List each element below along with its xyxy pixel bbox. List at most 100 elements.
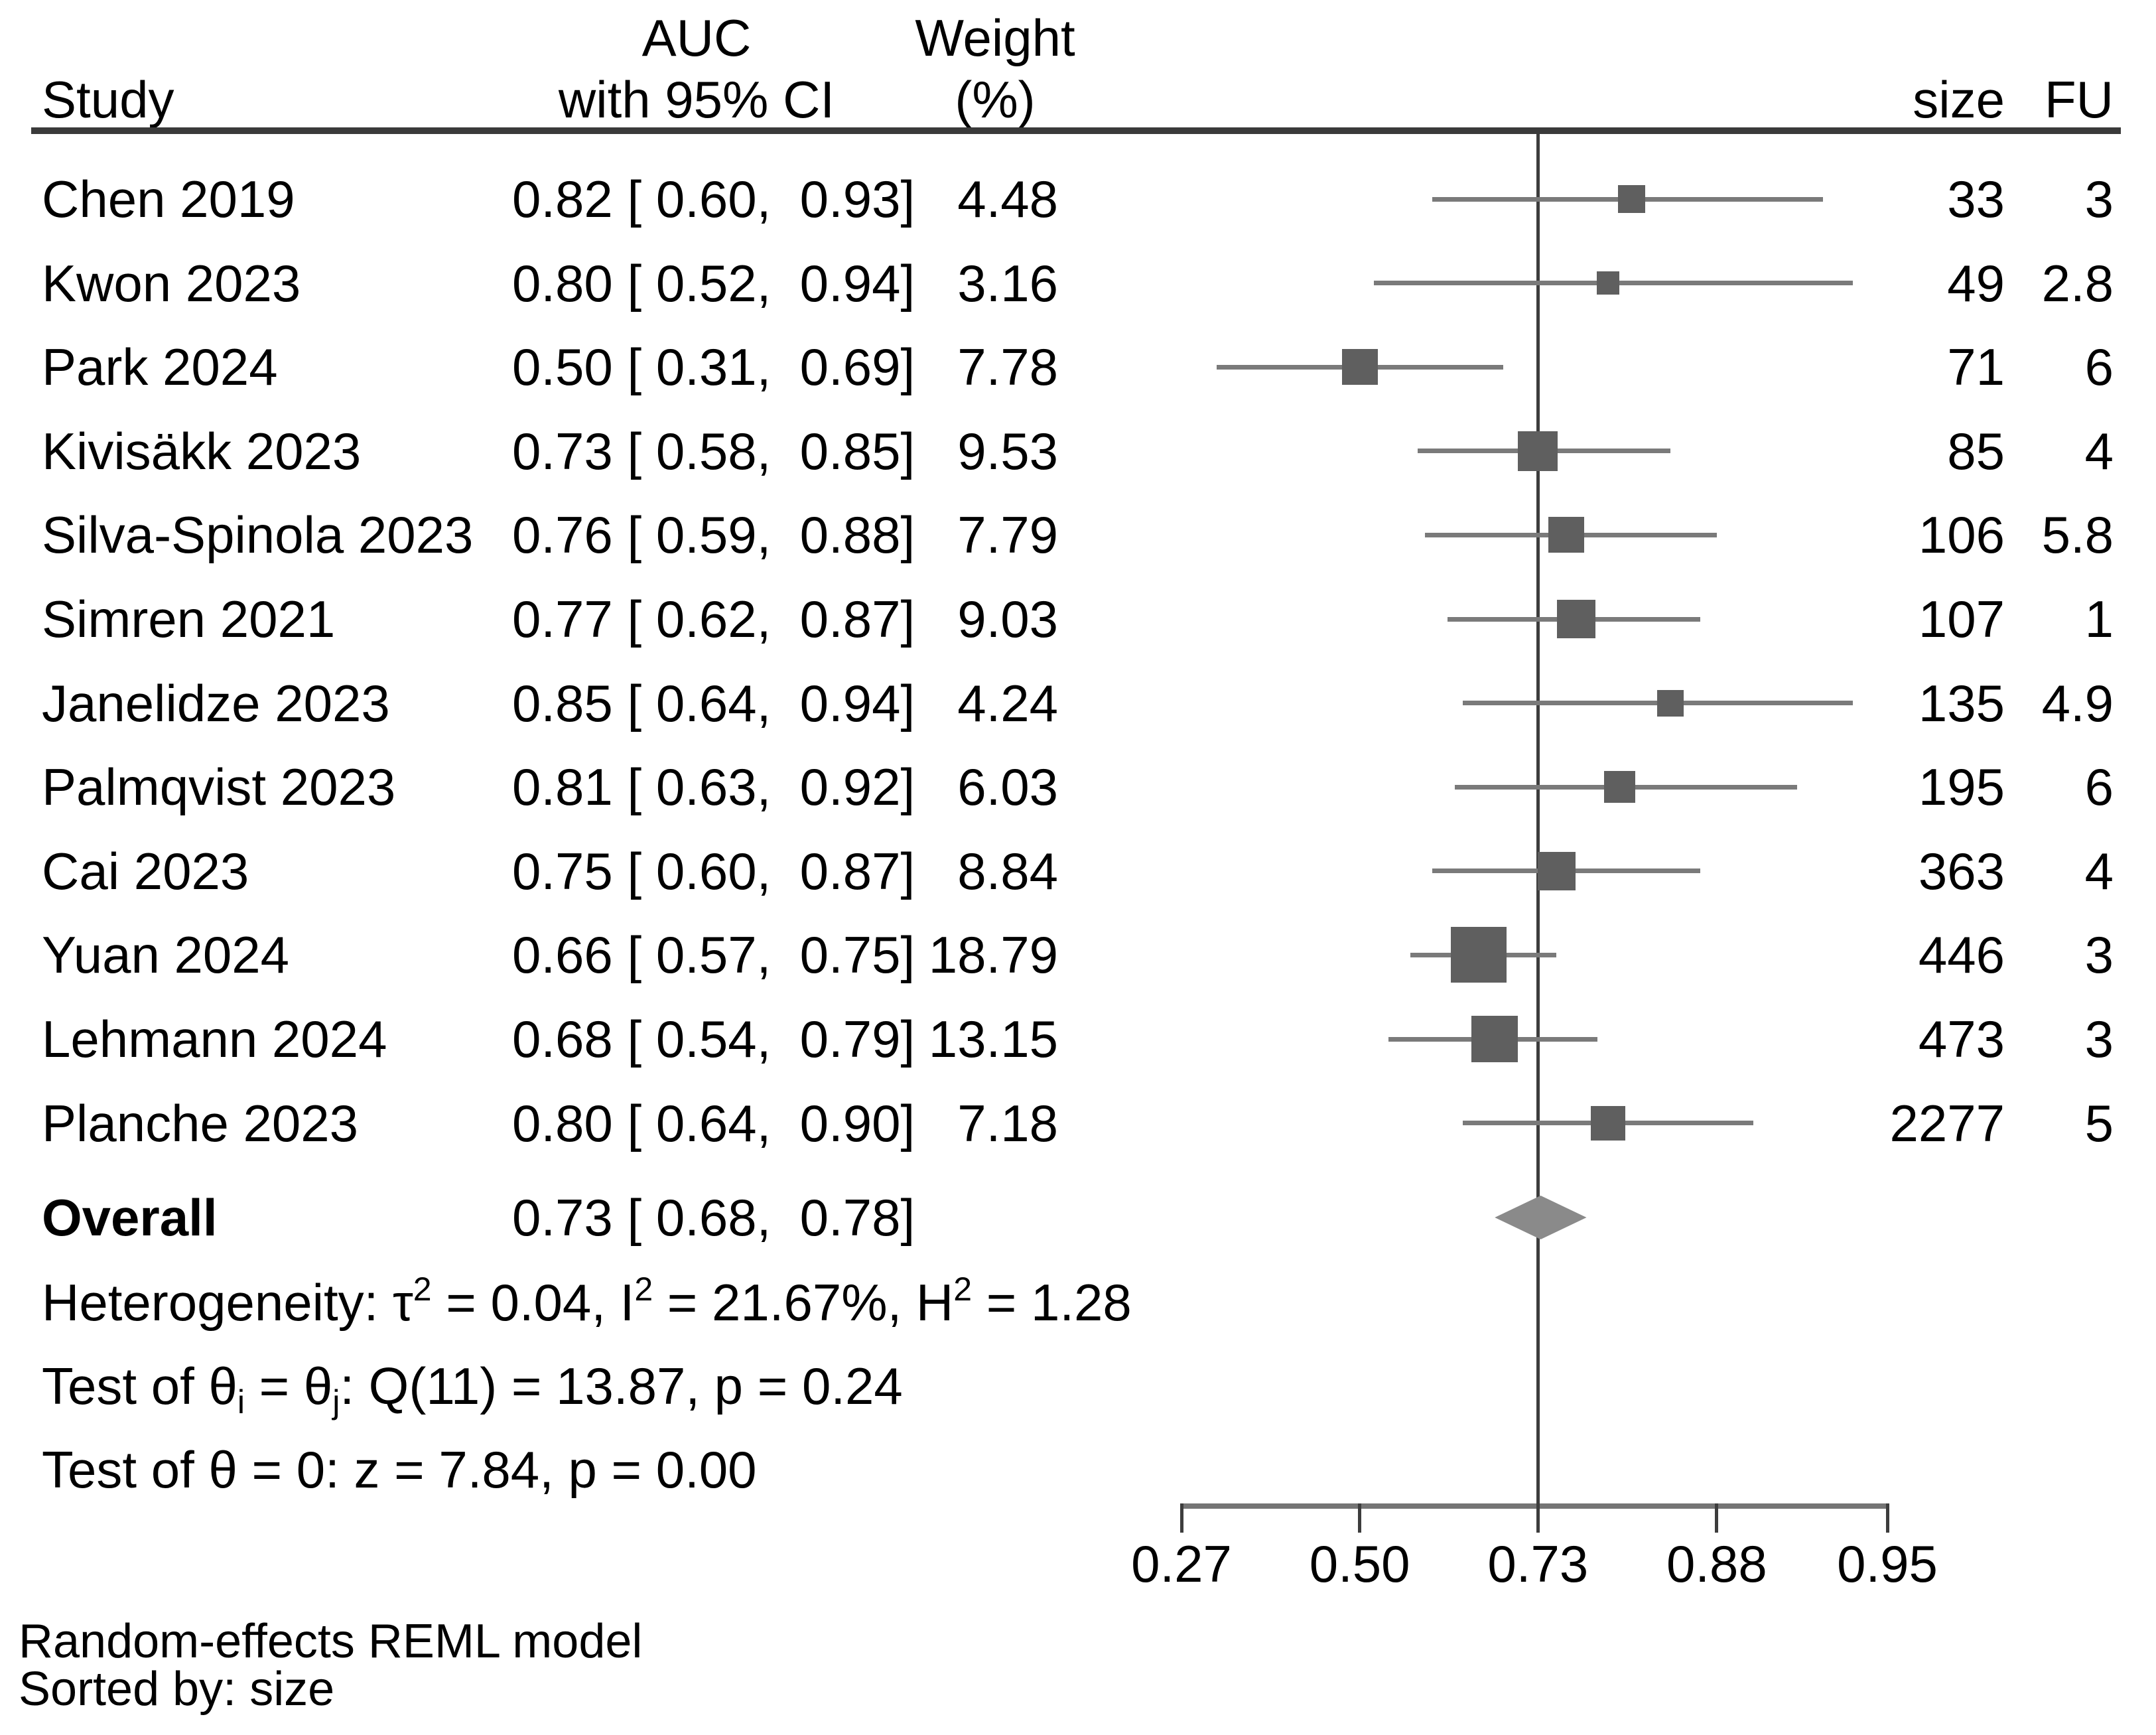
axis-tick [1885, 1503, 1889, 1533]
study-weight: 13.15 [928, 1010, 1058, 1068]
superscript: 2 [413, 1271, 432, 1308]
study-weight: 7.78 [957, 338, 1058, 397]
col-header-fu: FU [2045, 70, 2114, 129]
study-effect: 0.76 [ 0.59, 0.88] [512, 506, 915, 565]
study-effect: 0.80 [ 0.64, 0.90] [512, 1093, 915, 1152]
overall-label: Overall [42, 1188, 218, 1247]
study-fu: 3 [2084, 1010, 2114, 1068]
effect-square [1341, 349, 1378, 385]
study-fu: 4.9 [2041, 673, 2114, 732]
study-name: Silva-Spinola 2023 [42, 506, 474, 565]
axis-tick-label: 0.73 [1487, 1535, 1589, 1593]
subscript: i [237, 1383, 245, 1421]
study-size: 107 [1918, 590, 2005, 648]
superscript: 2 [634, 1271, 653, 1308]
header-rule [31, 127, 2121, 134]
subscript: j [332, 1383, 340, 1421]
study-name: Lehmann 2024 [42, 1010, 387, 1068]
overall-effect: 0.73 [ 0.68, 0.78] [512, 1188, 915, 1247]
effect-square [1450, 927, 1507, 983]
stats-line-test-theta-ij: Test of θi = θj: Q(11) = 13.87, p = 0.24 [42, 1357, 903, 1421]
study-effect: 0.68 [ 0.54, 0.79] [512, 1010, 915, 1068]
study-size: 71 [1947, 338, 2005, 397]
study-name: Park 2024 [42, 338, 278, 397]
study-effect: 0.82 [ 0.60, 0.93] [512, 170, 915, 228]
stats-text: Test of θ = 0: z = 7.84, p = 0.00 [42, 1440, 757, 1499]
stats-text: Test of θ [42, 1357, 237, 1415]
stats-text: : Q(11) = 13.87, p = 0.24 [340, 1357, 903, 1415]
study-effect: 0.81 [ 0.63, 0.92] [512, 758, 915, 817]
stats-text: = 0.04, I [431, 1273, 635, 1332]
col-header-weight-line1: Weight [915, 9, 1075, 67]
stats-line-test-theta-zero: Test of θ = 0: z = 7.84, p = 0.00 [42, 1443, 757, 1496]
axis-tick-label: 0.27 [1131, 1535, 1232, 1593]
study-size: 106 [1918, 506, 2005, 565]
study-name: Kivisäkk 2023 [42, 421, 362, 480]
study-weight: 9.03 [957, 590, 1058, 648]
study-name: Palmqvist 2023 [42, 758, 396, 817]
effect-square [1596, 271, 1620, 295]
study-fu: 5.8 [2041, 506, 2114, 565]
study-name: Chen 2019 [42, 170, 295, 228]
overall-diamond [1495, 1196, 1587, 1239]
axis-tick-label: 0.88 [1666, 1535, 1767, 1593]
study-size: 446 [1918, 926, 2005, 985]
col-header-auc-line1: AUC [641, 9, 752, 67]
axis-tick [1179, 1503, 1183, 1533]
study-fu: 3 [2084, 170, 2114, 228]
study-size: 2277 [1889, 1093, 2005, 1152]
study-name: Planche 2023 [42, 1093, 359, 1152]
study-effect: 0.80 [ 0.52, 0.94] [512, 253, 915, 312]
footer-sorted: Sorted by: size [19, 1663, 335, 1716]
stats-line-heterogeneity: Heterogeneity: τ2 = 0.04, I2 = 21.67%, H… [42, 1271, 1132, 1336]
study-weight: 4.24 [957, 673, 1058, 732]
reference-line [1536, 134, 1540, 1510]
effect-square [1518, 431, 1558, 471]
stats-text: = 21.67%, H [653, 1273, 954, 1332]
axis-tick [1715, 1503, 1719, 1533]
col-header-auc-line2: with 95% CI [558, 70, 835, 129]
study-size: 33 [1947, 170, 2005, 228]
study-weight: 8.84 [957, 841, 1058, 900]
study-effect: 0.73 [ 0.58, 0.85] [512, 421, 915, 480]
stats-text: Heterogeneity: τ [42, 1273, 413, 1332]
study-fu: 1 [2084, 590, 2114, 648]
study-weight: 7.79 [957, 506, 1058, 565]
footer-model: Random-effects REML model [19, 1615, 643, 1668]
col-header-study: Study [42, 70, 174, 129]
effect-square [1603, 771, 1636, 803]
study-weight: 9.53 [957, 421, 1058, 480]
study-size: 85 [1947, 421, 2005, 480]
study-fu: 6 [2084, 338, 2114, 397]
study-name: Janelidze 2023 [42, 673, 390, 732]
effect-square [1556, 599, 1596, 639]
study-effect: 0.85 [ 0.64, 0.94] [512, 673, 915, 732]
stats-text: = 1.28 [972, 1273, 1132, 1332]
study-name: Yuan 2024 [42, 926, 290, 985]
stats-text: = θ [244, 1357, 333, 1415]
study-size: 135 [1918, 673, 2005, 732]
study-fu: 5 [2084, 1093, 2114, 1152]
study-weight: 3.16 [957, 253, 1058, 312]
superscript: 2 [953, 1271, 973, 1308]
study-effect: 0.66 [ 0.57, 0.75] [512, 926, 915, 985]
study-weight: 4.48 [957, 170, 1058, 228]
effect-square [1617, 185, 1645, 213]
study-fu: 2.8 [2041, 253, 2114, 312]
study-size: 49 [1947, 253, 2005, 312]
axis-tick-label: 0.95 [1837, 1535, 1938, 1593]
study-weight: 18.79 [928, 926, 1058, 985]
study-name: Cai 2023 [42, 841, 249, 900]
effect-square [1548, 517, 1585, 553]
study-fu: 4 [2084, 421, 2114, 480]
col-header-weight-line2: (%) [955, 70, 1036, 129]
study-effect: 0.50 [ 0.31, 0.69] [512, 338, 915, 397]
axis-tick-label: 0.50 [1309, 1535, 1410, 1593]
study-size: 363 [1918, 841, 2005, 900]
effect-square [1657, 689, 1684, 717]
study-name: Kwon 2023 [42, 253, 301, 312]
study-weight: 6.03 [957, 758, 1058, 817]
study-size: 195 [1918, 758, 2005, 817]
study-size: 473 [1918, 1010, 2005, 1068]
